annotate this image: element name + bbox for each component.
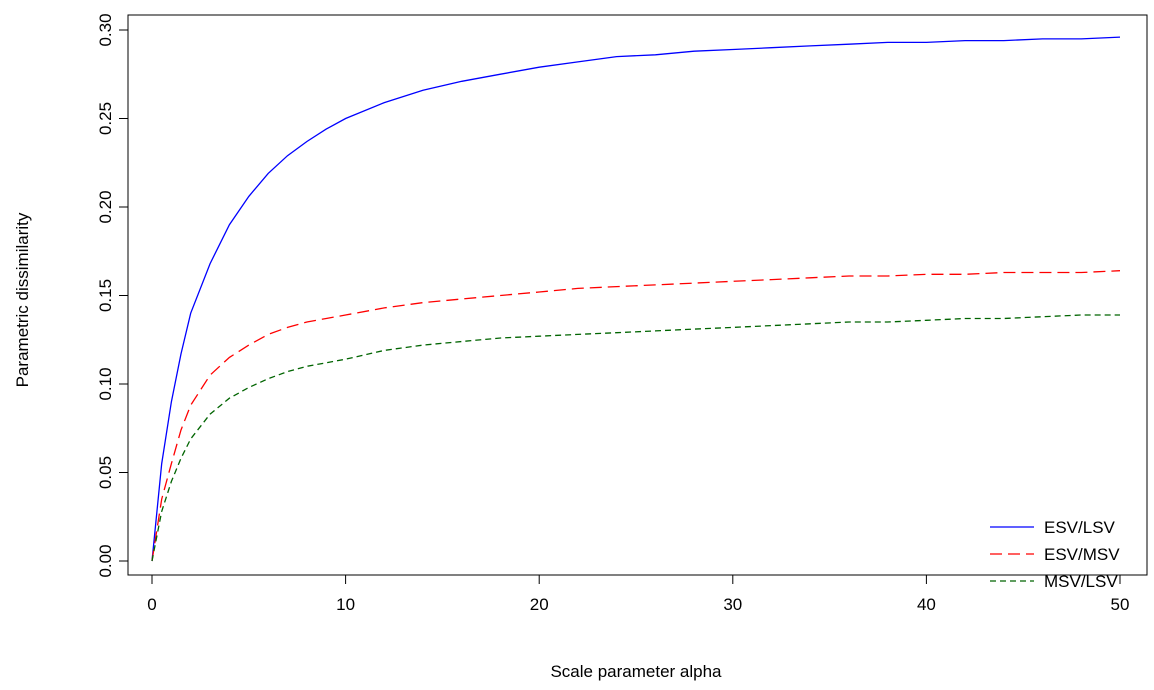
- y-tick-label: 0.15: [96, 279, 115, 312]
- legend-label: ESV/LSV: [1044, 518, 1116, 537]
- x-tick-label: 40: [917, 595, 936, 614]
- y-axis-title: Parametric dissimilarity: [13, 212, 32, 387]
- legend-label: MSV/LSV: [1044, 572, 1118, 591]
- legend: ESV/LSV ESV/MSV MSV/LSV: [990, 518, 1120, 591]
- series-line-esv-lsv: [151, 36, 1121, 562]
- series-line-msv-lsv: [151, 314, 1120, 562]
- y-axis: 0.00 0.05 0.10 0.15 0.20 0.25 0.30: [96, 13, 129, 578]
- y-tick-label: 0.05: [96, 456, 115, 489]
- y-tick-label: 0.25: [96, 102, 115, 135]
- x-tick-label: 0: [147, 595, 156, 614]
- plot-area: [127, 14, 1148, 576]
- x-axis-title: Scale parameter alpha: [550, 662, 722, 681]
- y-tick-label: 0.30: [96, 13, 115, 46]
- y-tick-label: 0.20: [96, 190, 115, 223]
- y-tick-label: 0.00: [96, 544, 115, 577]
- x-tick-label: 10: [336, 595, 355, 614]
- x-tick-label: 50: [1111, 595, 1130, 614]
- x-tick-label: 20: [530, 595, 549, 614]
- legend-label: ESV/MSV: [1044, 545, 1120, 564]
- x-axis: 0 10 20 30 40 50: [147, 574, 1130, 614]
- x-tick-label: 30: [723, 595, 742, 614]
- plot-frame: [127, 14, 1148, 576]
- y-tick-label: 0.10: [96, 367, 115, 400]
- series-line-esv-msv: [151, 270, 1121, 562]
